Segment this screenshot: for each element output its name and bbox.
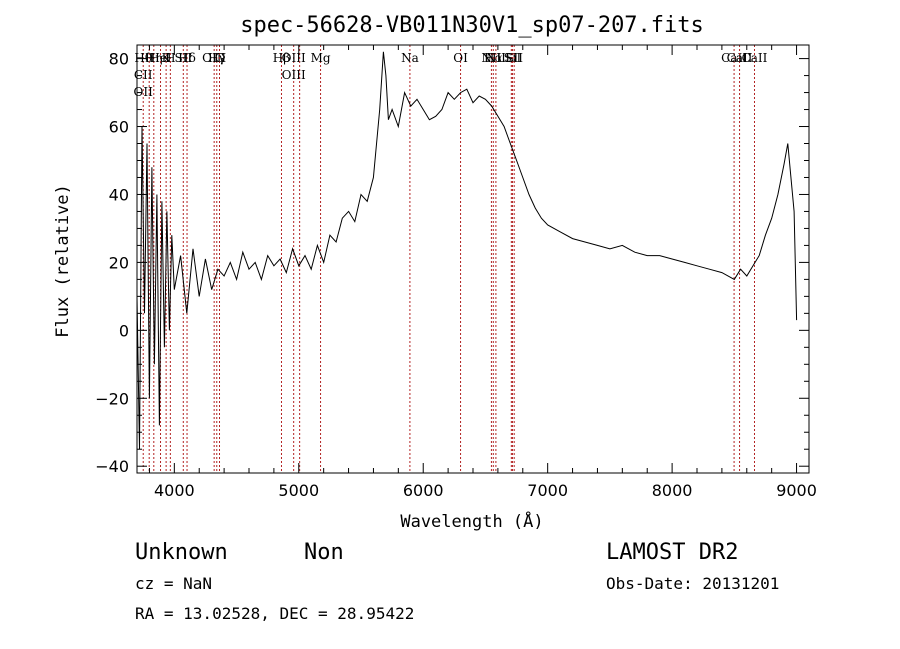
line-marker-label: Hη (145, 51, 163, 65)
y-tick-label: 20 (109, 253, 129, 272)
line-marker-label: Hδ (178, 51, 196, 65)
y-tick-label: −40 (95, 457, 129, 476)
y-tick-label: 60 (109, 118, 129, 137)
obs-date-text: Obs-Date: 20131201 (606, 574, 779, 593)
x-axis-label: Wavelength (Å) (400, 510, 543, 532)
redshift-text: cz = NaN (135, 574, 212, 593)
coords-text: RA = 13.02528, DEC = 28.95422 (135, 604, 414, 623)
line-marker-label: Hγ (208, 51, 226, 65)
line-marker-label: OIII (202, 51, 226, 65)
line-marker-label: CaII (727, 51, 753, 65)
line-marker-label: SII (174, 51, 192, 65)
line-marker-label: Mg (311, 51, 331, 65)
spectrum-line (136, 51, 798, 450)
line-marker-label: OIII (282, 51, 306, 65)
y-tick-label: 0 (119, 321, 129, 340)
y-axis-label: Flux (relative) (53, 184, 73, 338)
line-marker-label: OIII (282, 68, 306, 82)
x-tick-label: 6000 (403, 481, 444, 500)
axis-ticks: 4000 5000 6000 7000 8000 9000 −40 −20 0 20 40 60 80 (95, 45, 817, 500)
survey-name: LAMOST DR2 (606, 540, 738, 565)
line-marker-label: NII (481, 51, 501, 65)
object-subclass: Non (304, 540, 344, 565)
plot-frame (136, 44, 810, 474)
line-marker-label: Hβ (273, 51, 290, 65)
y-tick-label: −20 (95, 389, 129, 408)
line-marker-label: CaII (721, 51, 747, 65)
line-marker-label: CII (134, 68, 153, 82)
line-marker-label: G (215, 51, 225, 65)
line-marker-label: CaII (742, 51, 768, 65)
y-tick-label: 80 (109, 50, 129, 69)
x-tick-label: 8000 (652, 481, 693, 500)
line-marker-label: Hθ (134, 51, 152, 65)
line-marker-label: NII (486, 51, 506, 65)
line-marker-label: OII (134, 85, 154, 99)
line-marker-label: H (165, 51, 175, 65)
line-marker-label: SII (505, 51, 523, 65)
object-class: Unknown (135, 540, 228, 565)
x-tick-label: 9000 (776, 481, 817, 500)
line-marker-label: SII (504, 51, 522, 65)
line-marker-label: Na (401, 51, 419, 65)
chart-title: spec-56628-VB011N30V1_sp07-207.fits (240, 13, 704, 38)
x-tick-label: 5000 (278, 481, 319, 500)
line-marker-label: K (162, 51, 172, 65)
line-marker-label: Li (505, 51, 517, 65)
x-tick-label: 4000 (154, 481, 195, 500)
line-marker-label: OI (453, 51, 468, 65)
y-tick-label: 40 (109, 185, 129, 204)
line-marker-label: Hα (484, 51, 503, 65)
x-tick-label: 7000 (527, 481, 568, 500)
